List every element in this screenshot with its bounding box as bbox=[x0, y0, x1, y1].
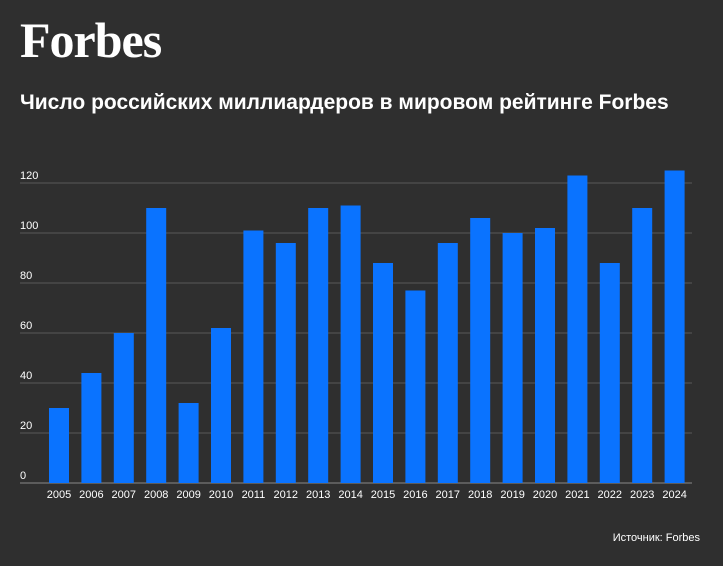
bar-2009 bbox=[178, 403, 199, 483]
bar-2008 bbox=[146, 208, 167, 483]
bar-2019 bbox=[502, 233, 523, 483]
x-tick-label: 2023 bbox=[630, 489, 654, 501]
bar-2014 bbox=[340, 205, 361, 483]
x-tick-label: 2014 bbox=[338, 489, 362, 501]
x-tick-label: 2020 bbox=[533, 489, 557, 501]
y-tick-label: 0 bbox=[20, 470, 26, 482]
x-tick-label: 2024 bbox=[662, 489, 686, 501]
y-tick-label: 20 bbox=[20, 420, 32, 432]
x-axis-ticks: 2005 2006 2007 2008 2009 2010 2011 2012 2013 2014… bbox=[47, 489, 687, 501]
bar-2010 bbox=[211, 328, 231, 483]
bar-2020 bbox=[535, 228, 555, 483]
bar-2016 bbox=[405, 290, 426, 483]
bar-2012 bbox=[275, 243, 296, 483]
x-tick-label: 2007 bbox=[112, 489, 136, 501]
x-tick-label: 2022 bbox=[598, 489, 622, 501]
x-tick-label: 2012 bbox=[274, 489, 298, 501]
x-tick-label: 2017 bbox=[436, 489, 460, 501]
bars bbox=[49, 170, 685, 483]
x-tick-label: 2013 bbox=[306, 489, 330, 501]
x-tick-label: 2016 bbox=[403, 489, 427, 501]
x-tick-label: 2015 bbox=[371, 489, 395, 501]
x-tick-label: 2011 bbox=[242, 489, 266, 501]
y-tick-label: 100 bbox=[20, 220, 38, 232]
bar-2022 bbox=[599, 263, 620, 483]
x-tick-label: 2018 bbox=[468, 489, 492, 501]
x-tick-label: 2005 bbox=[47, 489, 71, 501]
y-axis-ticks: 0 20 40 60 80 100 120 bbox=[20, 170, 38, 482]
x-tick-label: 2010 bbox=[209, 489, 233, 501]
y-tick-label: 80 bbox=[20, 270, 32, 282]
y-tick-label: 60 bbox=[20, 320, 32, 332]
y-tick-label: 120 bbox=[20, 170, 38, 182]
bar-2006 bbox=[81, 373, 102, 483]
y-tick-label: 40 bbox=[20, 370, 32, 382]
bar-2021 bbox=[567, 175, 588, 483]
x-tick-label: 2021 bbox=[565, 489, 589, 501]
x-tick-label: 2006 bbox=[79, 489, 103, 501]
bar-2017 bbox=[437, 243, 458, 483]
bar-2013 bbox=[308, 208, 329, 483]
bar-2023 bbox=[632, 208, 653, 483]
forbes-logo: Forbes bbox=[20, 12, 162, 68]
source-note: Источник: Forbes bbox=[612, 532, 700, 544]
bar-2011 bbox=[243, 230, 264, 483]
bar-2024 bbox=[664, 170, 685, 483]
x-tick-label: 2008 bbox=[144, 489, 168, 501]
bar-2018 bbox=[470, 218, 491, 483]
bar-2005 bbox=[49, 408, 69, 483]
bar-2015 bbox=[373, 263, 393, 483]
x-tick-label: 2009 bbox=[176, 489, 200, 501]
x-tick-label: 2019 bbox=[500, 489, 524, 501]
chart-title: Число российских миллиардеров в мировом … bbox=[20, 91, 669, 114]
bar-2007 bbox=[113, 333, 134, 483]
